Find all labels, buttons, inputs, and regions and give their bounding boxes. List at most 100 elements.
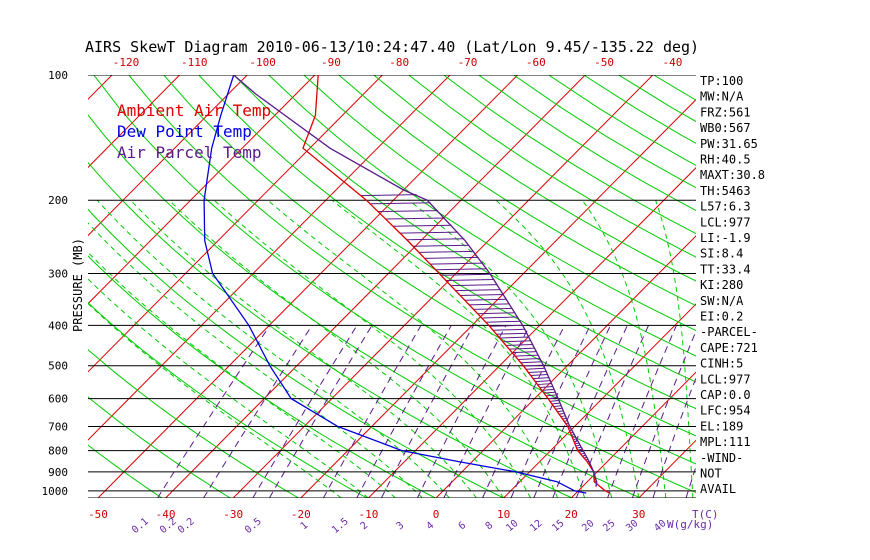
cape-hatch — [406, 238, 465, 241]
dry-adiabat-line — [653, 75, 696, 101]
dry-adiabat-line — [88, 302, 368, 498]
cape-hatch — [412, 244, 470, 247]
cape-hatch — [525, 367, 546, 370]
isotherm-line — [88, 75, 383, 373]
mixing-ratio-tick-label: 1 — [299, 520, 311, 532]
isotherm-line — [165, 75, 586, 498]
pressure-tick-label: 400 — [48, 319, 68, 332]
mixing-ratio-tick-label: 0.5 — [243, 516, 264, 536]
cape-hatch — [537, 383, 552, 386]
stability-index-label: MW:N/A — [700, 90, 744, 104]
cape-hatch — [399, 231, 459, 234]
top-temp-tick-label: -90 — [321, 56, 341, 69]
mixing-ratio-tick-label: 0.1 — [130, 516, 151, 536]
stability-index-label: LFC:954 — [700, 404, 751, 418]
dry-adiabat-line — [93, 75, 696, 494]
mixing-ratio-line — [533, 325, 611, 498]
cape-hatch — [502, 340, 532, 343]
cape-hatch — [418, 250, 474, 253]
mixing-ratio-tick-label: 20 — [580, 518, 596, 534]
mixing-ratio-line — [482, 325, 566, 498]
stability-index-label: TH:5463 — [700, 184, 751, 198]
cape-hatch — [517, 357, 541, 360]
mixing-ratio-line — [631, 329, 696, 498]
stability-index-label: LCL:977 — [700, 215, 751, 229]
air-parcel-temp-curve — [233, 75, 598, 487]
mixing-ratio-line — [510, 325, 591, 498]
dry-adiabat-line — [88, 396, 231, 498]
cape-hatch — [509, 347, 535, 350]
cape-hatch — [477, 312, 516, 315]
stability-index-label: MPL:111 — [700, 435, 751, 449]
bottom-temp-tick-label: 30 — [632, 508, 645, 521]
cape-hatch — [435, 268, 488, 271]
cape-hatch — [532, 377, 550, 380]
cape-hatch — [515, 354, 539, 357]
pressure-tick-label: 800 — [48, 445, 68, 458]
mixing-ratio-line — [356, 325, 452, 498]
bottom-temp-tick-label: 20 — [565, 508, 578, 521]
cape-hatch — [430, 262, 483, 265]
stability-index-label: TT:33.4 — [700, 262, 751, 276]
cape-hatch — [473, 307, 513, 310]
cape-hatch — [523, 364, 544, 367]
cape-hatch — [460, 294, 504, 297]
dry-adiabat-line — [303, 75, 696, 332]
dry-adiabat-line — [88, 114, 641, 498]
moist-adiabat-line — [331, 199, 586, 498]
cape-hatch — [496, 332, 528, 335]
pressure-tick-label: 100 — [48, 69, 68, 82]
cape-hatch — [543, 391, 556, 394]
pressure-tick-label: 900 — [48, 466, 68, 479]
mixing-ratio-tick-label: 3 — [395, 520, 407, 532]
cape-hatch — [506, 343, 534, 346]
stability-index-label: CAP:0.0 — [700, 388, 751, 402]
cape-hatch — [385, 217, 445, 220]
cape-hatch — [551, 402, 561, 405]
y-axis-label: PRESSURE (MB) — [71, 238, 85, 332]
stability-index-label: -WIND- — [700, 451, 743, 465]
isotherm-line — [0, 75, 44, 498]
bottom-temp-tick-label: -50 — [88, 508, 108, 521]
dry-adiabat-line — [198, 75, 696, 410]
stability-index-label: PW:31.65 — [700, 137, 758, 151]
cape-hatch — [424, 256, 479, 259]
cape-hatch — [464, 298, 507, 301]
x-axis-unit-label: T(C) — [692, 508, 719, 521]
top-temp-tick-label: -80 — [389, 56, 409, 69]
cape-hatch — [512, 351, 537, 354]
mixing-ratio-tick-label: 8 — [484, 520, 496, 532]
stability-index-label: TP:100 — [700, 74, 743, 88]
bottom-temp-tick-label: -10 — [358, 508, 378, 521]
mixing-ratio-line — [157, 325, 271, 498]
cape-hatch — [528, 370, 547, 373]
mixing-ratio-tick-label: 0.2 — [176, 516, 197, 536]
cape-hatch — [530, 374, 548, 377]
dry-adiabat-line — [88, 161, 573, 498]
stability-index-label: LCL:977 — [700, 372, 751, 386]
dry-adiabat-line — [268, 75, 696, 357]
stability-index-label: LI:-1.9 — [700, 231, 751, 245]
moist-adiabat-line — [655, 200, 694, 498]
stability-index-label: CAPE:721 — [700, 341, 758, 355]
top-temp-tick-label: -60 — [526, 56, 546, 69]
cape-hatch — [493, 328, 526, 331]
cape-hatch — [545, 394, 558, 397]
isotherm-line — [88, 75, 451, 441]
isotherm-line — [88, 75, 248, 237]
isotherm-line — [232, 75, 654, 498]
stability-index-label: FRZ:561 — [700, 105, 751, 119]
top-temp-tick-label: -100 — [249, 56, 276, 69]
cape-hatch — [555, 407, 563, 410]
bottom-temp-tick-label: 0 — [433, 508, 440, 521]
cape-hatch — [535, 380, 551, 383]
legend-entry: Dew Point Temp — [117, 122, 252, 141]
pressure-tick-label: 1000 — [42, 485, 69, 498]
cape-hatch — [445, 279, 495, 282]
cape-hatch — [440, 273, 491, 276]
isotherm-line — [503, 303, 696, 498]
stability-index-label: -PARCEL- — [700, 325, 758, 339]
mixing-ratio-tick-label: 6 — [457, 520, 469, 532]
top-temp-tick-label: -40 — [662, 56, 682, 69]
